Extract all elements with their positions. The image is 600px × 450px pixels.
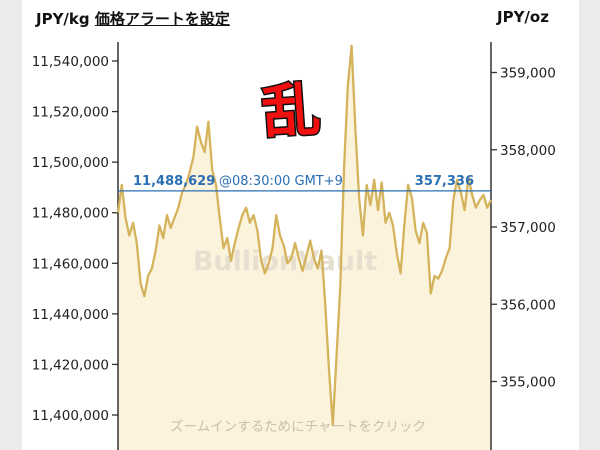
right-tick-label: 359,000 <box>500 66 556 82</box>
header-left: JPY/kg 価格アラートを設定 <box>36 8 230 29</box>
right-sidebar <box>579 0 600 450</box>
left-tick-label: 11,420,000 <box>32 357 109 373</box>
left-tick-label: 11,540,000 <box>32 54 109 70</box>
left-axis-ticks: 11,400,000 11,420,000 11,440,000 11,460,000… <box>32 54 118 424</box>
left-sidebar <box>0 0 22 450</box>
right-unit-label: JPY/oz <box>497 8 549 26</box>
price-area-fill <box>118 45 491 450</box>
crosshair-time: @08:30:00 GMT+9 <box>219 174 343 189</box>
right-axis-ticks: 355,000 356,000 357,000 358,000 359,000 <box>491 66 556 391</box>
left-tick-label: 11,520,000 <box>32 105 109 121</box>
overlay-kanji: 乱 <box>260 75 323 147</box>
left-tick-label: 11,460,000 <box>32 256 109 272</box>
right-tick-label: 357,000 <box>500 220 556 236</box>
price-line <box>116 44 493 427</box>
set-price-alert-link[interactable]: 価格アラートを設定 <box>94 10 230 28</box>
crosshair-kg-value: 11,488,629 <box>133 174 215 189</box>
left-tick-label: 11,480,000 <box>32 206 109 222</box>
zoom-hint: ズームインするためにチャートをクリック <box>170 419 426 435</box>
left-tick-label: 11,500,000 <box>32 155 109 171</box>
left-unit-label: JPY/kg <box>36 10 90 28</box>
left-tick-label: 11,400,000 <box>32 408 109 424</box>
right-tick-label: 356,000 <box>500 297 556 313</box>
right-tick-label: 355,000 <box>500 375 556 391</box>
left-tick-label: 11,440,000 <box>32 307 109 323</box>
right-tick-label: 358,000 <box>500 143 556 159</box>
crosshair-oz-value: 357,336 <box>415 174 474 189</box>
